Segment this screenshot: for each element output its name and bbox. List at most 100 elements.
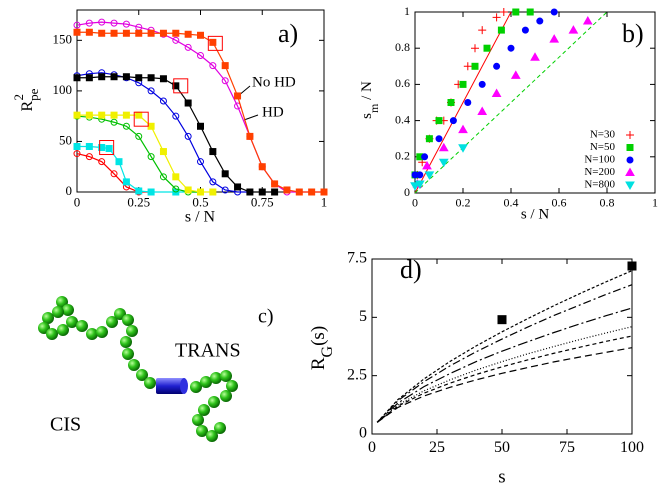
marker bbox=[449, 117, 457, 125]
marker bbox=[283, 186, 291, 194]
x-tick-label: 0.25 bbox=[127, 195, 150, 210]
marker bbox=[221, 170, 229, 178]
x-axis-label: s / N bbox=[185, 209, 216, 226]
marker bbox=[110, 19, 118, 27]
marker bbox=[110, 170, 118, 178]
marker bbox=[221, 77, 229, 85]
marker bbox=[98, 158, 106, 166]
series-line bbox=[77, 145, 201, 193]
marker bbox=[626, 131, 634, 139]
marker bbox=[471, 62, 479, 70]
marker bbox=[184, 132, 192, 140]
marker bbox=[422, 160, 432, 170]
marker bbox=[499, 8, 508, 16]
marker bbox=[477, 106, 488, 116]
marker bbox=[172, 185, 180, 193]
marker bbox=[73, 150, 81, 158]
marker bbox=[258, 188, 266, 196]
marker bbox=[507, 44, 515, 52]
marker bbox=[184, 30, 192, 38]
y-axis-label: RG(s) bbox=[308, 326, 336, 370]
y-axis-label-part: s bbox=[359, 113, 375, 119]
marker bbox=[258, 163, 266, 171]
legend-label: N=50 bbox=[590, 141, 616, 153]
marker bbox=[197, 122, 204, 130]
x-tick-label: 75 bbox=[559, 439, 575, 456]
marker bbox=[625, 181, 635, 191]
marker bbox=[135, 74, 143, 82]
y-tick-label: 50 bbox=[59, 132, 72, 147]
marker bbox=[85, 19, 93, 27]
marker bbox=[425, 135, 433, 143]
marker bbox=[122, 178, 130, 186]
marker bbox=[184, 99, 192, 107]
x-tick-label: 0.2 bbox=[456, 196, 471, 210]
x-tick-label: 100 bbox=[620, 439, 644, 456]
x-tick-label: 50 bbox=[494, 439, 510, 456]
marker bbox=[135, 29, 143, 37]
panel-label: d) bbox=[400, 255, 422, 284]
highlight-box bbox=[133, 111, 149, 127]
y-tick-label: 7.5 bbox=[347, 250, 367, 267]
marker bbox=[122, 20, 130, 28]
y-axis-label: Rpe2 bbox=[11, 88, 41, 111]
y-tick-label: 0 bbox=[359, 425, 367, 442]
marker bbox=[234, 183, 242, 191]
marker bbox=[492, 13, 501, 22]
x-tick-label: 0.75 bbox=[251, 195, 274, 210]
legend-label: N=200 bbox=[584, 166, 615, 178]
marker bbox=[438, 142, 449, 152]
y-axis-label-part: m bbox=[367, 103, 381, 113]
series-line bbox=[76, 21, 324, 193]
x-tick-label: 0.5 bbox=[192, 195, 208, 210]
series-line bbox=[76, 115, 201, 193]
marker bbox=[172, 112, 180, 120]
marker bbox=[135, 111, 143, 119]
marker bbox=[110, 111, 118, 119]
marker bbox=[221, 186, 229, 194]
x-tick-label: 0 bbox=[368, 439, 376, 456]
marker bbox=[526, 8, 534, 16]
y-axis-label-part: pe bbox=[26, 88, 41, 101]
marker bbox=[521, 26, 529, 34]
series-line bbox=[376, 284, 633, 423]
marker bbox=[122, 122, 130, 130]
marker bbox=[73, 74, 81, 82]
x-tick-label: 25 bbox=[429, 439, 445, 456]
marker bbox=[246, 188, 254, 196]
marker bbox=[435, 135, 443, 143]
marker bbox=[172, 36, 180, 44]
marker bbox=[582, 16, 593, 25]
x-tick-label: 1 bbox=[652, 196, 658, 210]
marker bbox=[416, 171, 424, 179]
panel-label: c) bbox=[258, 306, 274, 328]
marker bbox=[626, 156, 634, 164]
marker bbox=[159, 173, 167, 181]
marker bbox=[512, 8, 520, 16]
marker bbox=[197, 31, 204, 39]
marker bbox=[73, 111, 81, 119]
marker bbox=[159, 29, 167, 37]
marker bbox=[159, 148, 167, 156]
marker bbox=[85, 111, 93, 119]
marker bbox=[209, 148, 217, 156]
series-line bbox=[376, 326, 633, 423]
highlight-box bbox=[99, 140, 115, 156]
marker bbox=[483, 44, 491, 52]
marker bbox=[295, 188, 303, 196]
marker bbox=[497, 315, 507, 325]
marker bbox=[98, 29, 106, 37]
y-tick-label: 150 bbox=[53, 31, 73, 46]
fit-line bbox=[414, 11, 608, 194]
marker bbox=[320, 188, 328, 196]
marker bbox=[421, 153, 429, 161]
x-tick-label: 0 bbox=[412, 196, 418, 210]
x-tick-label: 0.4 bbox=[504, 196, 519, 210]
marker bbox=[438, 158, 449, 168]
marker bbox=[147, 122, 155, 130]
marker bbox=[435, 117, 443, 125]
marker bbox=[73, 28, 81, 36]
marker bbox=[172, 82, 180, 90]
marker bbox=[308, 188, 316, 196]
